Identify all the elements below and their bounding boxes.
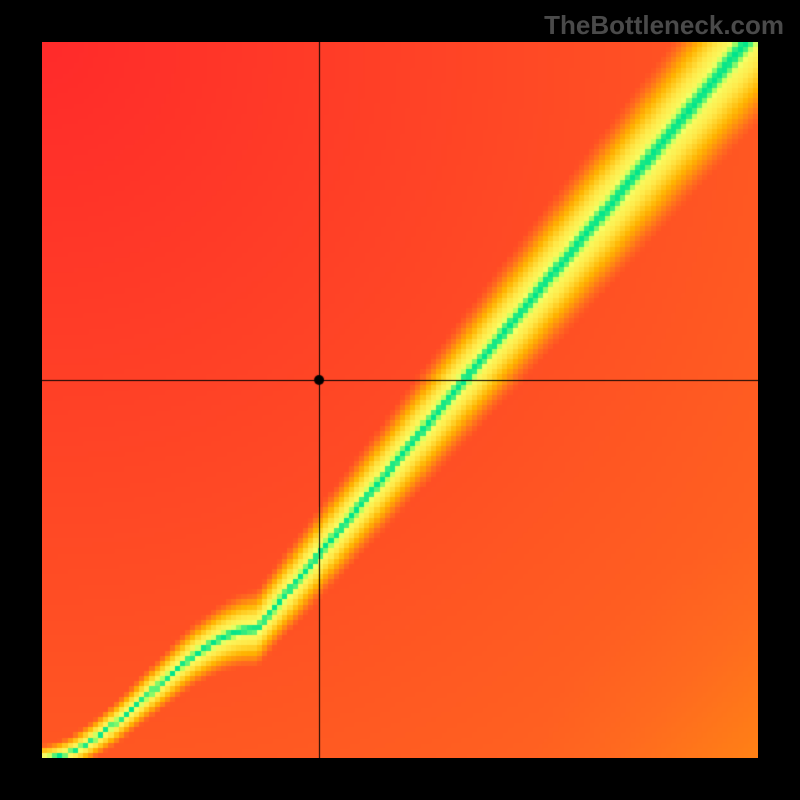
watermark-text: TheBottleneck.com	[544, 10, 784, 41]
chart-root: TheBottleneck.com	[0, 0, 800, 800]
bottleneck-heatmap	[42, 42, 758, 758]
